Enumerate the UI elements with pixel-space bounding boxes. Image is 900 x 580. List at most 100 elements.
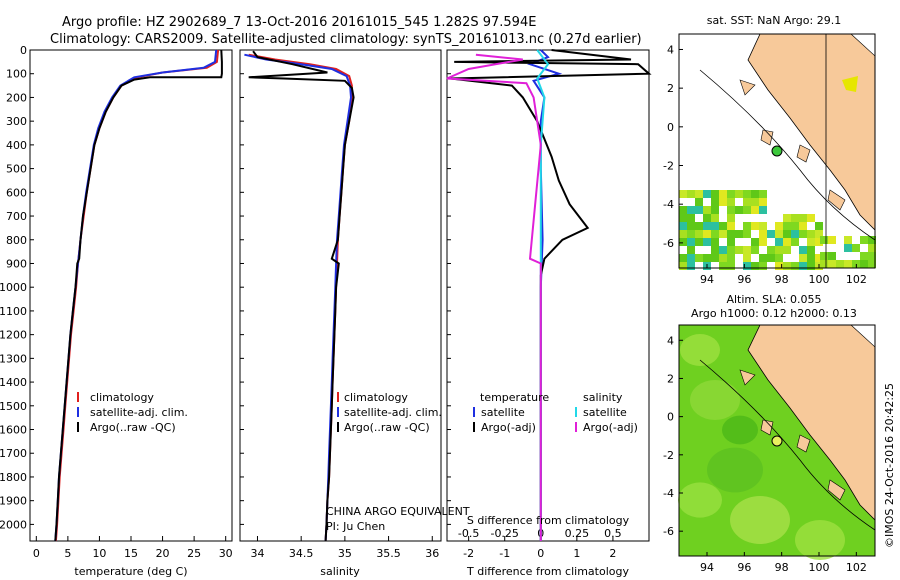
y-tick-label: 1300 — [0, 352, 27, 365]
difference-plot: -2 -1 0 1 2-0.5 -0.25 0 0.25 0.5 — [446, 49, 652, 560]
x-tick-label: -2 — [463, 547, 474, 560]
sst-cell — [820, 236, 828, 244]
sst-cell — [719, 254, 727, 262]
siberut-island — [796, 144, 811, 163]
sst-cell — [719, 222, 727, 230]
sst-cell — [679, 222, 687, 230]
sst-cell — [735, 246, 743, 254]
sst-map-frame — [678, 33, 876, 269]
sst-cell — [727, 190, 735, 198]
sst-cell — [727, 206, 735, 214]
y-tick-label: 1400 — [0, 376, 27, 389]
map-y-tick-label: 4 — [667, 334, 674, 347]
sst-cell — [868, 252, 876, 260]
sst-cell — [815, 254, 823, 262]
sst-cell — [703, 238, 711, 246]
temperature-xlabel: temperature (deg C) — [74, 565, 187, 578]
sst-cell — [679, 254, 687, 262]
sst-cell — [807, 238, 815, 246]
nias-island — [760, 419, 774, 436]
sst-cell — [775, 262, 783, 270]
series-satellite-adj-clim- — [54, 49, 218, 542]
x-tick-label: 36 — [425, 547, 439, 560]
series-salinity-argo-adj- — [446, 53, 542, 541]
map-y-tick-label: 0 — [667, 411, 674, 424]
sst-cell — [844, 260, 852, 268]
sst-contour — [699, 69, 876, 241]
sst-map-title: sat. SST: NaN Argo: 29.1 — [707, 14, 841, 27]
sst-cell — [743, 198, 751, 206]
y-tick-label: 1500 — [0, 400, 27, 413]
legend-title-temperature: temperature — [480, 391, 549, 404]
sst-cell — [751, 238, 759, 246]
sst-cell — [703, 190, 711, 198]
argo-position-marker — [771, 435, 783, 447]
temperature-legend: climatology satellite-adj. clim. Argo(..… — [77, 391, 188, 434]
sst-cell — [735, 206, 743, 214]
salinity-panel-frame — [239, 49, 442, 542]
sst-cell — [743, 222, 751, 230]
y-tick-label: 500 — [6, 163, 27, 176]
sst-cell — [695, 198, 703, 206]
map-x-tick-label: 98 — [775, 273, 789, 286]
sst-cell — [703, 214, 711, 222]
pi-annotation: PI: Ju Chen — [326, 520, 385, 533]
sst-cell — [695, 222, 703, 230]
sla-anomaly-blob — [795, 520, 845, 560]
map-y-tick-label: 0 — [667, 121, 674, 134]
sst-cell — [719, 246, 727, 254]
sst-cell — [783, 238, 791, 246]
x-tick-label: 1 — [573, 547, 580, 560]
x-tick-label: 30 — [219, 547, 233, 560]
series-climatology — [54, 49, 220, 542]
sst-cell — [711, 206, 719, 214]
sst-cell — [719, 262, 727, 270]
difference-legend: temperature salinity satellite Argo(-adj… — [473, 391, 638, 434]
temperature-plot: 0 5 10 15 20 25 300100200300400500600700800900… — [0, 44, 233, 560]
legend-climatology: climatology — [90, 391, 154, 404]
map-y-tick-label: -2 — [663, 449, 674, 462]
legend-temp-satellite: satellite — [481, 406, 525, 419]
sla-anomaly-blob — [707, 447, 763, 493]
sst-cell — [783, 262, 791, 270]
sst-cell — [695, 254, 703, 262]
sst-cell — [751, 222, 759, 230]
sst-cell — [679, 214, 687, 222]
y-tick-label: 300 — [6, 115, 27, 128]
map-y-tick-label: 2 — [667, 372, 674, 385]
sst-cell — [711, 222, 719, 230]
sst-cell — [767, 230, 775, 238]
sst-cell — [743, 190, 751, 198]
sst-cell — [775, 222, 783, 230]
simeulue-island — [739, 79, 756, 96]
map-x-tick-label: 94 — [700, 561, 714, 574]
sst-cell — [783, 230, 791, 238]
legend-title-salinity: salinity — [583, 391, 623, 404]
x-tick-label: 2 — [609, 547, 616, 560]
owner-annotation: CHINA ARGO EQUIVALENT — [326, 505, 470, 518]
sst-cell — [727, 238, 735, 246]
sst-cell — [743, 206, 751, 214]
sst-cell — [695, 190, 703, 198]
sst-cell — [844, 236, 852, 244]
sst-cell — [836, 260, 844, 268]
sst-cell — [759, 254, 767, 262]
sst-cell — [775, 254, 783, 262]
legend-sal-satellite: satellite — [583, 406, 627, 419]
sst-cell — [727, 222, 735, 230]
sst-cell — [703, 230, 711, 238]
x-tick-label: 0 — [537, 547, 544, 560]
x-tick-label: 15 — [124, 547, 138, 560]
difference-xlabel: T difference from climatology — [466, 565, 629, 578]
sst-cell — [711, 246, 719, 254]
sst-cell — [807, 254, 815, 262]
salinity-legend: climatology satellite-adj. clim. Argo(..… — [337, 391, 442, 434]
map-y-tick-label: 4 — [667, 43, 674, 56]
sst-cell — [828, 260, 836, 268]
sst-cell — [735, 230, 743, 238]
x-tick-label: 10 — [92, 547, 106, 560]
sla-blobs — [678, 334, 845, 560]
sst-cell — [791, 238, 799, 246]
map-x-tick-label: 94 — [700, 273, 714, 286]
sst-cell — [687, 262, 695, 270]
